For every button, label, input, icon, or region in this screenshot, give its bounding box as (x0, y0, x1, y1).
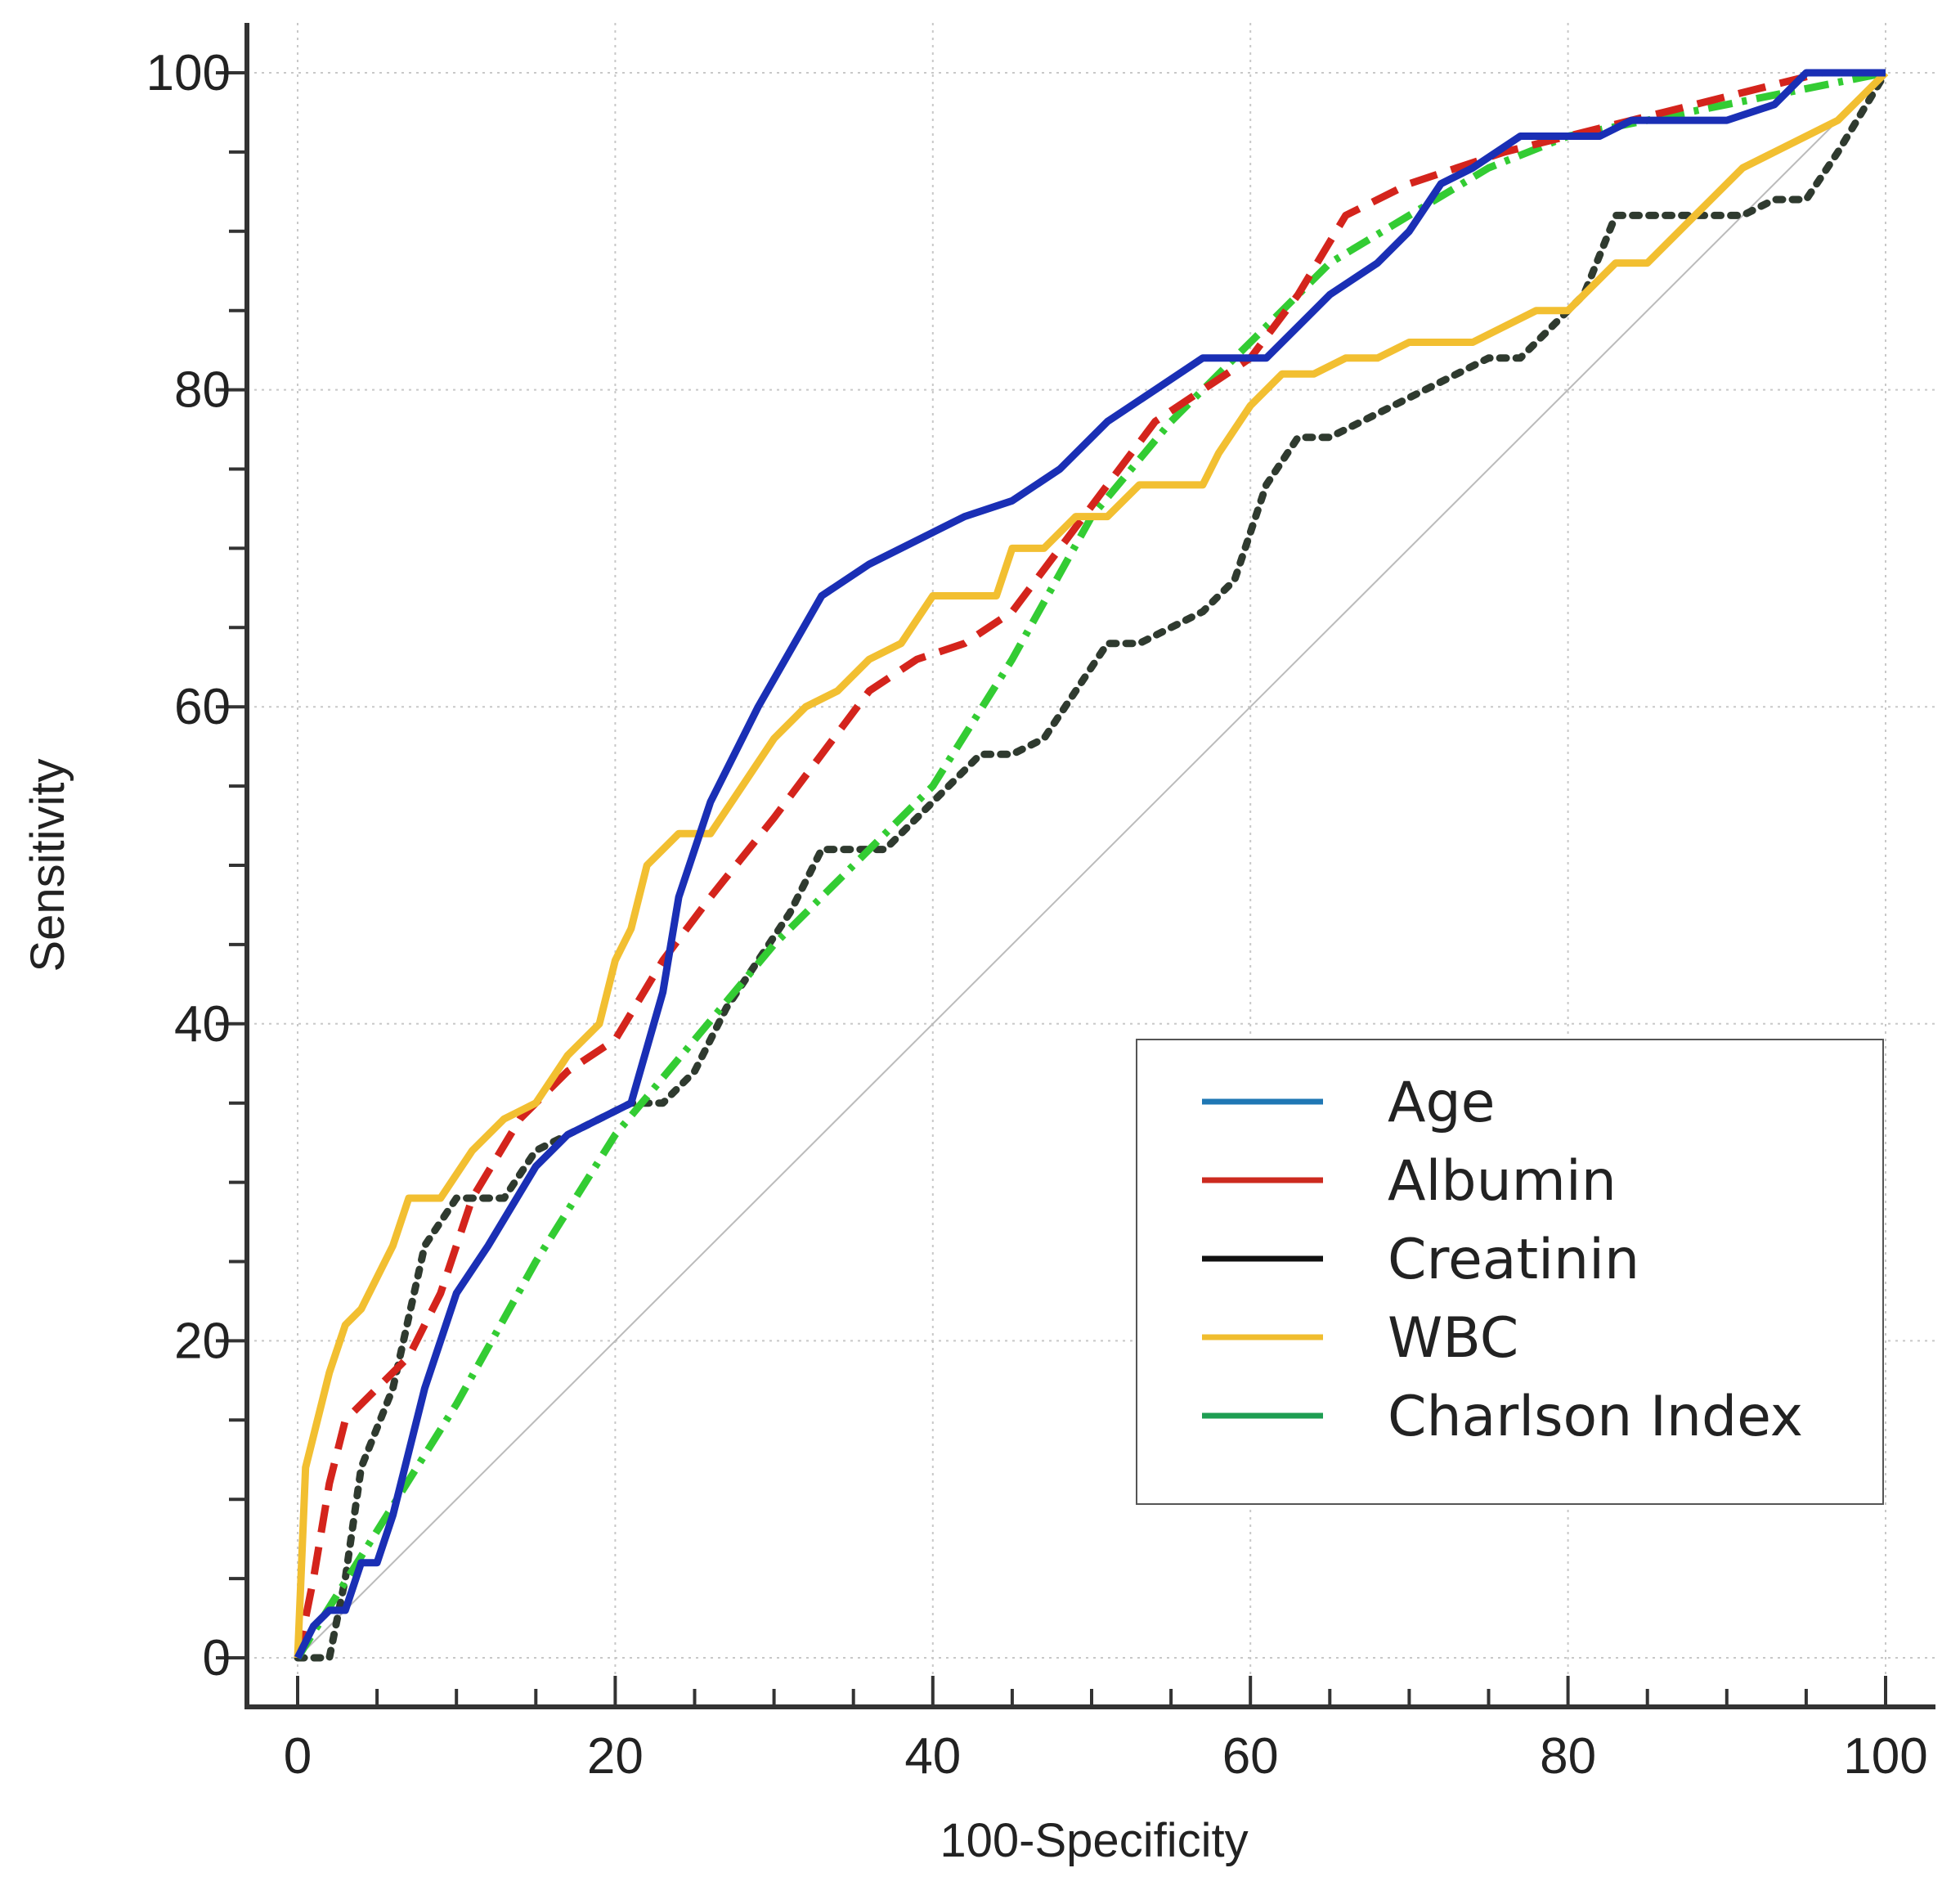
legend-entries: Age Albumin Creatinin WBC Charlson Index (1202, 1071, 1803, 1449)
y-tick-label-40: 40 (174, 996, 231, 1053)
legend-label-charlson-index: Charlson Index (1388, 1385, 1803, 1449)
series-line-wbc (294, 70, 1889, 1659)
x-axis-title: 100-Specificity (940, 1814, 1248, 1867)
x-tick-label-80: 80 (1540, 1728, 1596, 1785)
y-tick-label-80: 80 (174, 362, 231, 419)
y-tick-label-100: 100 (146, 45, 231, 101)
y-axis-title: Sensitivity (21, 758, 74, 972)
legend-box (1136, 1039, 1884, 1505)
y-tick-label-20: 20 (174, 1313, 231, 1369)
legend-label-wbc: WBC (1388, 1306, 1518, 1371)
y-tick-label-60: 60 (174, 679, 231, 735)
ticks (216, 71, 1887, 1707)
reference-line (297, 72, 1886, 1659)
series-layer (294, 69, 1890, 1662)
tick-labels: 0 20 40 60 80 100 0 20 40 60 80 100 (146, 45, 1928, 1785)
legend-label-age: Age (1388, 1071, 1496, 1135)
series-line-age (294, 69, 1886, 1660)
x-tick-label-20: 20 (587, 1728, 644, 1785)
x-tick-label-40: 40 (904, 1728, 961, 1785)
x-tick-label-60: 60 (1222, 1728, 1279, 1785)
series-line-albumin (294, 69, 1886, 1659)
legend: Age Albumin Creatinin WBC Charlson Index (1136, 1039, 1884, 1505)
series-line-creatinin (294, 69, 1890, 1662)
x-tick-label-0: 0 (284, 1728, 312, 1785)
y-tick-label-0: 0 (203, 1630, 231, 1686)
x-tick-label-100: 100 (1843, 1728, 1927, 1785)
legend-label-albumin: Albumin (1388, 1149, 1617, 1214)
legend-label-creatinin: Creatinin (1388, 1228, 1639, 1292)
